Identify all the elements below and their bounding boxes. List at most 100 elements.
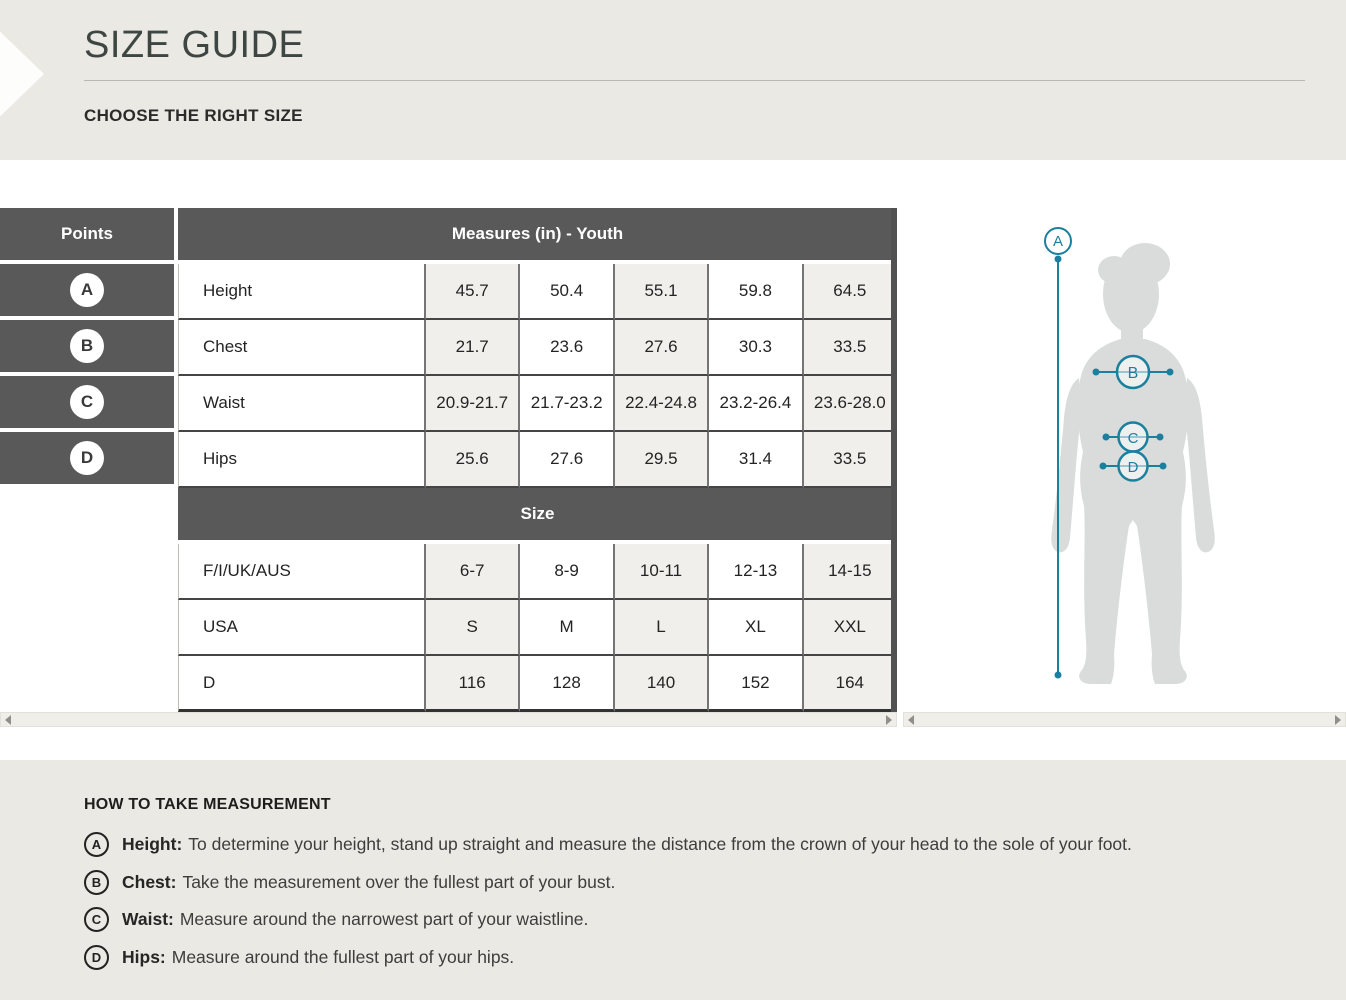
instruction-item-height: A Height: To determine your height, stand… [84, 832, 1304, 857]
instruction-item-waist: C Waist: Measure around the narrowest par… [84, 907, 1304, 932]
vertical-scrollbar[interactable] [891, 208, 897, 712]
cell-value: 140 [614, 656, 710, 712]
title-divider [84, 80, 1305, 81]
row-label: USA [178, 600, 426, 656]
row-label: Height [178, 264, 426, 320]
scroll-right-icon[interactable] [1335, 714, 1341, 725]
cell-value: 30.3 [709, 320, 804, 376]
table-header-row: Points Measures (in) - Youth [0, 208, 897, 264]
size-header-label: Size [520, 504, 555, 523]
marker-d-label: D [1128, 459, 1139, 476]
cell-value: 33.5 [803, 320, 898, 376]
point-badge-b: B [70, 329, 104, 363]
measures-header-label: Measures (in) - Youth [451, 224, 624, 243]
line-endpoint-dot [1166, 368, 1174, 376]
cell-value: 23.6 [520, 320, 615, 376]
line-endpoint-dot [1156, 433, 1164, 441]
line-endpoint-dot [1102, 433, 1110, 441]
point-badge-a: A [84, 832, 109, 857]
point-cell-b: B [0, 320, 178, 376]
cell-value: 20.9-21.7 [426, 376, 521, 432]
cell-value: 116 [426, 656, 521, 712]
cell-value: 164 [803, 656, 898, 712]
cell-value: 8-9 [520, 544, 615, 600]
points-header-cell: Points [0, 208, 178, 264]
cell-value: 14-15 [803, 544, 898, 600]
cell-value: M [520, 600, 615, 656]
cell-value: 10-11 [614, 544, 710, 600]
point-badge-c: C [70, 385, 104, 419]
point-badge-d: D [70, 441, 104, 475]
page-title: SIZE GUIDE [84, 24, 305, 66]
cell-value: 128 [520, 656, 615, 712]
point-cell-c: C [0, 376, 178, 432]
cell-value: 6-7 [426, 544, 521, 600]
table-row-usa: USA S M L XL XXL [0, 600, 898, 656]
point-badge-b: B [84, 869, 109, 895]
page-header: SIZE GUIDE CHOOSE THE RIGHT SIZE [0, 0, 1346, 160]
instruction-desc: Take the measurement over the fullest pa… [182, 871, 616, 892]
instruction-term: Chest: [122, 871, 177, 892]
cell-value: 21.7 [426, 320, 521, 376]
cell-value: 50.4 [520, 264, 615, 320]
line-endpoint-dot [1054, 671, 1062, 679]
cell-value: 29.5 [614, 432, 710, 488]
cell-value: XL [709, 600, 804, 656]
body-silhouette-figure: A B C D [1044, 227, 1215, 684]
scroll-left-icon[interactable] [5, 714, 11, 725]
cell-value: 152 [709, 656, 804, 712]
cell-value: 27.6 [520, 432, 615, 488]
cell-value: 64.5 [803, 264, 898, 320]
instruction-desc: To determine your height, stand up strai… [188, 834, 1132, 854]
table-row-chest: B Chest 21.7 23.6 27.6 30.3 33.5 [0, 320, 898, 376]
line-endpoint-dot [1092, 368, 1100, 376]
marker-d-circle [1117, 450, 1149, 482]
cell-value: 33.5 [803, 432, 898, 488]
marker-a-label: A [1053, 233, 1063, 250]
instruction-item-hips: D Hips: Measure around the fullest part o… [84, 944, 1304, 970]
cell-value: 25.6 [426, 432, 521, 488]
instruction-term: Hips: [122, 946, 166, 967]
table-row-fiukaus: F/I/UK/AUS 6-7 8-9 10-11 12-13 14-15 [0, 544, 898, 600]
table-horizontal-scrollbar[interactable] [0, 712, 897, 727]
cell-value: 55.1 [614, 264, 710, 320]
line-endpoint-dot [1159, 462, 1167, 470]
row-label: Waist [178, 376, 426, 432]
line-endpoint-dot [1054, 255, 1062, 263]
cell-value: XXL [803, 600, 898, 656]
breadcrumb-arrow-icon [0, 18, 44, 130]
table-row-d: D 116 128 140 152 164 [0, 656, 898, 712]
line-endpoint-dot [1099, 462, 1107, 470]
instructions-heading: HOW TO TAKE MEASUREMENT [84, 796, 331, 813]
cell-value: 59.8 [709, 264, 804, 320]
point-badge-a: A [70, 273, 104, 307]
cell-value: 27.6 [614, 320, 710, 376]
scroll-right-icon[interactable] [886, 714, 892, 725]
how-to-measure: HOW TO TAKE MEASUREMENT A Height: To dete… [84, 796, 1304, 982]
cell-value: 23.2-26.4 [709, 376, 804, 432]
marker-a-circle [1044, 227, 1072, 255]
cell-value: L [614, 600, 710, 656]
marker-b-circle [1115, 354, 1151, 390]
page-subtitle: CHOOSE THE RIGHT SIZE [84, 106, 303, 125]
row-label: D [178, 656, 426, 712]
scroll-left-icon[interactable] [908, 714, 914, 725]
point-cell-a: A [0, 264, 178, 320]
instructions-section [0, 760, 1346, 1000]
table-row-height: A Height 45.7 50.4 55.1 59.8 64.5 [0, 264, 898, 320]
table-row-waist: C Waist 20.9-21.7 21.7-23.2 22.4-24.8 23… [0, 376, 898, 432]
cell-value: S [426, 600, 521, 656]
cell-value: 22.4-24.8 [614, 376, 710, 432]
cell-value: 45.7 [426, 264, 521, 320]
measures-header-cell: Measures (in) - Youth [178, 208, 897, 264]
measurement-diagram: A B C D [900, 208, 1346, 717]
size-header-cell: Size [178, 488, 897, 544]
point-badge-c: C [84, 907, 109, 932]
cell-value: 21.7-23.2 [520, 376, 615, 432]
instruction-item-chest: B Chest: Take the measurement over the fu… [84, 869, 1304, 895]
cell-value: 23.6-28.0 [803, 376, 898, 432]
size-table: Points Measures (in) - Youth A Height 45… [0, 208, 898, 712]
instruction-desc: Measure around the narrowest part of you… [179, 909, 589, 929]
instruction-desc: Measure around the fullest part of your … [171, 946, 515, 967]
cell-value: 12-13 [709, 544, 804, 600]
